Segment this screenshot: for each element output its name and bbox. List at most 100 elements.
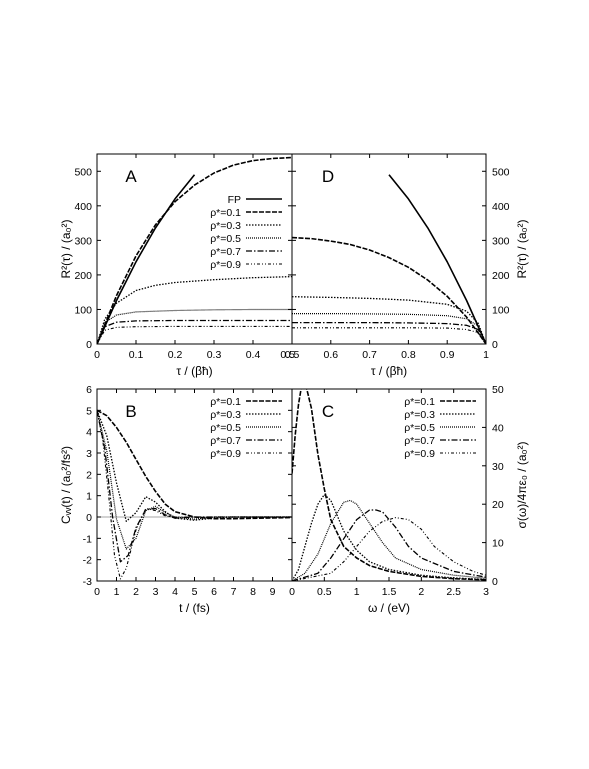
panel-c-series-rho-03-line [292, 493, 486, 581]
panel-b-legend-label-rho-05: ρ*=0.5 [210, 422, 241, 434]
panel-c-series-rho-09-line [292, 517, 486, 581]
panel-c-ytick-label: 0 [492, 576, 498, 588]
panel-d-xtick-label: 0.6 [323, 349, 338, 361]
panel-b-ytick-label: 0 [86, 512, 92, 524]
panel-c-xtick-label: 0 [289, 586, 295, 598]
panel-d-series-rho-07-line [292, 321, 486, 344]
panel-d-series-FP-line [388, 174, 486, 344]
panel-c-xtick-label: 0.5 [317, 586, 332, 598]
panel-b-ytick-label: 6 [86, 384, 92, 396]
panel-b-xtick-label: 7 [231, 586, 237, 598]
panel-a-series-rho-07-line [97, 319, 292, 344]
panel-b-legend-label-rho-07: ρ*=0.7 [210, 435, 241, 447]
panel-c-xtick-label: 3 [483, 586, 489, 598]
panel-d-xlabel: τ / (βħ) [371, 364, 407, 378]
panel-d-xtick-label: 0.7 [362, 349, 377, 361]
panel-b-ytick-label: 4 [86, 427, 92, 439]
panel-d-ytick-label: 300 [492, 235, 510, 247]
panel-a-ylabel: R²(τ) / (a₀²) [59, 219, 73, 278]
panel-c-legend-label-rho-01: ρ*=0.1 [404, 396, 435, 408]
panel-a-ytick-label: 200 [74, 270, 92, 282]
panel-b-ytick-label: -1 [83, 533, 92, 545]
panel-b-ytick-label: 3 [86, 448, 92, 460]
panel-a-label: A [125, 167, 137, 186]
panel-d-xtick-label: 0.5 [285, 349, 300, 361]
panel-c-ytick-label: 30 [492, 461, 504, 473]
panel-d-series-rho-01-line [292, 236, 486, 344]
panel-c-ylabel: σ(ω)/4πε₀ / (a₀²) [515, 441, 529, 528]
panel-b-xtick-label: 8 [250, 586, 256, 598]
panel-c-ytick-label: 50 [492, 384, 504, 396]
panel-c-legend-label-rho-07: ρ*=0.7 [404, 435, 435, 447]
panel-d-ytick-label: 200 [492, 270, 510, 282]
panel-d-frame [291, 153, 487, 345]
panel-d-xtick-label: 0.9 [440, 349, 455, 361]
panel-a-legend-label-rho-01: ρ*=0.1 [210, 207, 241, 219]
panel-d-xtick-label: 0.8 [401, 349, 416, 361]
panel-a-legend-label-rho-03: ρ*=0.3 [210, 220, 241, 232]
panel-b-series-rho-09-line [97, 410, 292, 580]
panel-b-series-rho-07-line [97, 410, 292, 563]
panel-a-series-rho-03-line [97, 275, 292, 344]
panel-a-xtick-label: 0 [94, 349, 100, 361]
panel-b-series-rho-05-line [97, 410, 292, 550]
panel-c-xtick-label: 2 [418, 586, 424, 598]
panel-d-xtick-label: 1 [483, 349, 489, 361]
panel-d-ytick-label: 400 [492, 201, 510, 213]
panel-b-legend-label-rho-01: ρ*=0.1 [210, 396, 241, 408]
panel-b-series-rho-03-line [97, 410, 292, 522]
panel-b-xlabel: t / (fs) [179, 601, 210, 615]
panel-a-series-rho-09-line [97, 325, 292, 344]
panel-b-ylabel: Cᵥᵥ(t) / (a₀²/fs²) [59, 446, 73, 524]
panel-a-ytick-label: 300 [74, 235, 92, 247]
panel-d-series-rho-05-line [292, 313, 486, 344]
panel-a-xtick-label: 0.1 [129, 349, 144, 361]
panel-c-xtick-label: 1 [354, 586, 360, 598]
panel-d-label: D [322, 167, 334, 186]
panel-b-legend-label-rho-09: ρ*=0.9 [210, 448, 241, 460]
panel-c-xtick-label: 2.5 [446, 586, 461, 598]
panel-a-legend-label-rho-09: ρ*=0.9 [210, 259, 241, 271]
panel-b-label: B [125, 402, 136, 421]
panel-c-xtick-label: 1.5 [382, 586, 397, 598]
panel-b-ytick-label: 5 [86, 405, 92, 417]
panel-a-xtick-label: 0.3 [207, 349, 222, 361]
panel-b-ytick-label: 2 [86, 469, 92, 481]
panel-b-legend-label-rho-03: ρ*=0.3 [210, 409, 241, 421]
panel-a-legend-label-rho-05: ρ*=0.5 [210, 233, 241, 245]
panel-d-ytick-label: 0 [492, 339, 498, 351]
panel-b-xtick-label: 1 [114, 586, 120, 598]
panel-a-ytick-label: 400 [74, 201, 92, 213]
panel-b-ytick-label: -2 [83, 555, 92, 567]
panel-a-series-rho-01-line [97, 156, 292, 344]
panel-d-series-rho-03-line [292, 296, 486, 344]
panel-a-ytick-label: 0 [86, 339, 92, 351]
panel-b-xtick-label: 5 [192, 586, 198, 598]
panel-c-xlabel: ω / (eV) [368, 601, 410, 615]
panel-c-ytick-label: 10 [492, 538, 504, 550]
panel-c-legend-label-rho-03: ρ*=0.3 [404, 409, 435, 421]
panel-b-xtick-label: 4 [172, 586, 178, 598]
panel-b-ytick-label: -3 [83, 576, 92, 588]
panel-d-series-rho-09-line [292, 327, 486, 344]
panel-a-xtick-label: 0.2 [168, 349, 183, 361]
panel-a-ytick-label: 100 [74, 304, 92, 316]
panel-c-series-rho-01-line [292, 389, 486, 581]
panel-d-ytick-label: 100 [492, 304, 510, 316]
panel-c-ytick-label: 20 [492, 499, 504, 511]
panel-b-xtick-label: 2 [133, 586, 139, 598]
panel-a-ytick-label: 500 [74, 166, 92, 178]
panel-a-xtick-label: 0.5 [280, 349, 295, 361]
panel-a-legend-label-FP: FP [228, 194, 241, 206]
panel-c-legend-label-rho-05: ρ*=0.5 [404, 422, 435, 434]
panel-b-ytick-label: 1 [86, 491, 92, 503]
panel-b-xtick-label: 3 [153, 586, 159, 598]
panel-c-series-rho-05-line [292, 499, 486, 581]
panel-b-xtick-label: 6 [211, 586, 217, 598]
panel-c-ytick-label: 40 [492, 422, 504, 434]
panel-d-ytick-label: 500 [492, 166, 510, 178]
panel-d-ylabel: R²(τ) / (a₀²) [515, 219, 529, 278]
panel-c-label: C [322, 402, 334, 421]
panel-a-series-rho-05-line [97, 308, 292, 344]
